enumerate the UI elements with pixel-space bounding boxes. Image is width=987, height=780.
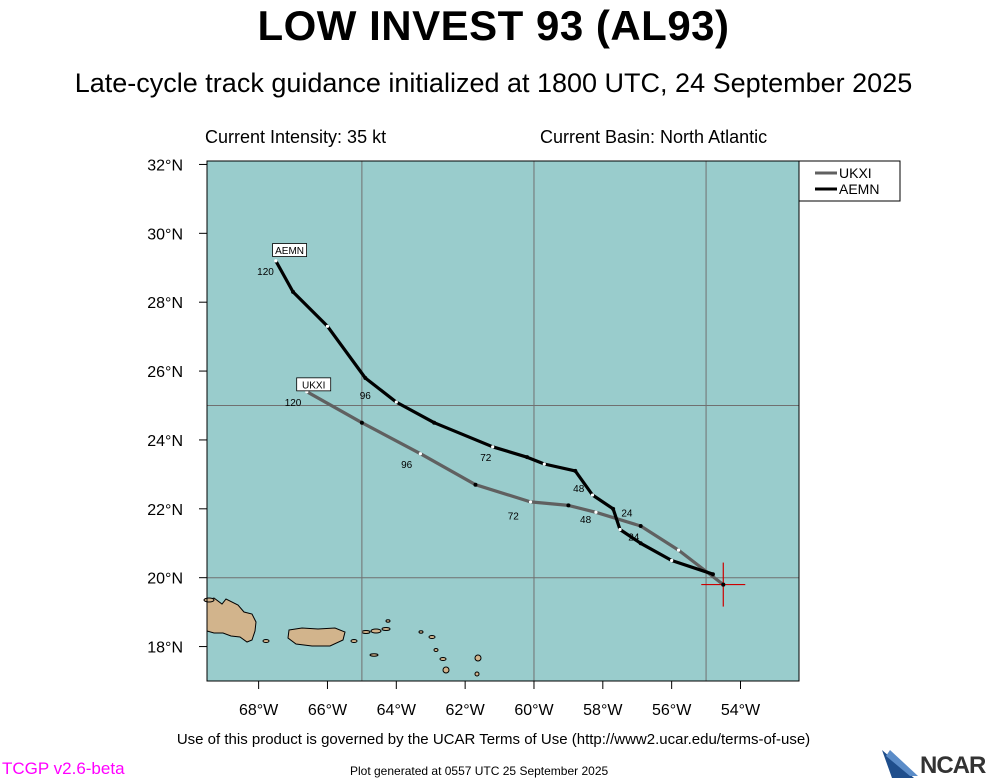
island [442,666,450,674]
island [262,639,270,643]
track-point-ukxi [528,500,533,504]
island [385,619,391,623]
map-frame [206,160,800,682]
track-point-ukxi [473,482,478,487]
ocean-area [207,161,799,681]
ncar-logo-text: NCAR [920,752,986,779]
track-point-aemn [394,400,398,404]
island [381,627,391,631]
current-basin: Current Basin: North Atlantic [540,127,768,147]
forecast-hour-label-ukxi: 48 [580,515,592,526]
version-label: TCGP v2.6-beta [2,759,125,778]
tick-label-lat: 24°N [147,433,183,450]
track-point-aemn [432,420,437,425]
track-point-aemn [710,572,715,577]
tick-label-lat: 18°N [147,640,183,657]
island [361,630,371,634]
track-point-aemn [542,462,546,466]
track-point-aemn [590,493,595,497]
forecast-hour-label-ukxi: 72 [508,512,520,523]
map-subtitle: Late-cycle track guidance initialized at… [74,68,913,98]
track-name-box-aemn [272,243,308,257]
island [203,597,215,603]
island [433,648,439,652]
tick-label-lon: 56°W [652,702,692,719]
track-point-aemn [291,289,296,294]
island [350,639,358,643]
track-name-label-ukxi: UKXI [302,380,325,391]
tick-label-lat: 32°N [147,157,183,174]
tick-label-lon: 66°W [308,702,348,719]
island [474,654,482,662]
tick-label-lat: 26°N [147,364,183,381]
tick-label-lon: 58°W [583,702,623,719]
island [474,671,480,677]
track-point-ukxi [594,510,598,514]
puerto-rico [287,627,346,647]
tick-label-lat: 28°N [147,295,183,312]
island [439,657,447,661]
tick-label-lat: 22°N [147,502,183,519]
ncar-logo-icon [882,750,918,778]
track-point-aemn [525,455,530,460]
island [428,635,436,639]
axis-ticks: 68°W 66°W 64°W 62°W 60°W 58°W 56°W 54°W 32°N 30°N… [147,157,761,719]
track-point-ukxi [638,524,643,529]
legend-label-ukxi: UKXI [839,165,872,181]
storm-center-dot [721,582,726,587]
forecast-hour-label-aemn: 24 [628,532,640,543]
tick-label-lat: 20°N [147,571,183,588]
track-point-aemn [325,324,330,328]
forecast-hour-label-ukxi: 120 [285,398,302,409]
storm-position-marker [701,562,746,607]
forecast-hour-label-ukxi: 24 [621,508,633,519]
map-title: LOW INVEST 93 (AL93) [257,2,730,49]
island [370,628,382,634]
hispaniola [206,597,257,643]
island [369,653,379,657]
island [418,630,424,634]
track-line-ukxi [306,390,725,586]
forecast-hour-label-aemn: 72 [480,453,492,464]
forecast-hour-label-aemn: 120 [257,267,274,278]
track-point-aemn [491,445,495,449]
tick-label-lon: 60°W [514,702,554,719]
track-point-ukxi [418,452,422,456]
track-point-aemn [638,541,643,546]
forecast-hour-label-aemn: 48 [573,484,585,495]
track-point-aemn [573,468,578,473]
forecast-hour-label-aemn: 96 [360,391,372,402]
track-point-ukxi [676,548,681,552]
track-point-aemn [274,259,278,263]
track-name-label-aemn: AEMN [275,246,304,257]
tick-label-lon: 64°W [377,702,417,719]
tick-label-lon: 68°W [239,702,279,719]
tick-label-lon: 54°W [721,702,761,719]
track-point-aemn [611,506,616,511]
tick-label-lat: 30°N [147,226,183,243]
track-point-ukxi [566,503,571,508]
legend-label-aemn: AEMN [839,181,879,197]
generated-time: Plot generated at 0557 UTC 25 September … [350,764,609,778]
current-intensity: Current Intensity: 35 kt [205,127,387,147]
forecast-hour-label-ukxi: 96 [401,460,413,471]
tick-label-lon: 62°W [445,702,485,719]
track-point-ukxi [359,420,364,425]
terms-of-use: Use of this product is governed by the U… [176,731,811,748]
track-name-box-ukxi [296,377,332,392]
track-point-aemn [670,558,674,563]
track-point-aemn [363,375,368,380]
track-line-aemn [274,260,714,576]
land-masses [203,597,482,677]
legend-box [798,160,901,202]
track-point-aemn [618,527,622,532]
